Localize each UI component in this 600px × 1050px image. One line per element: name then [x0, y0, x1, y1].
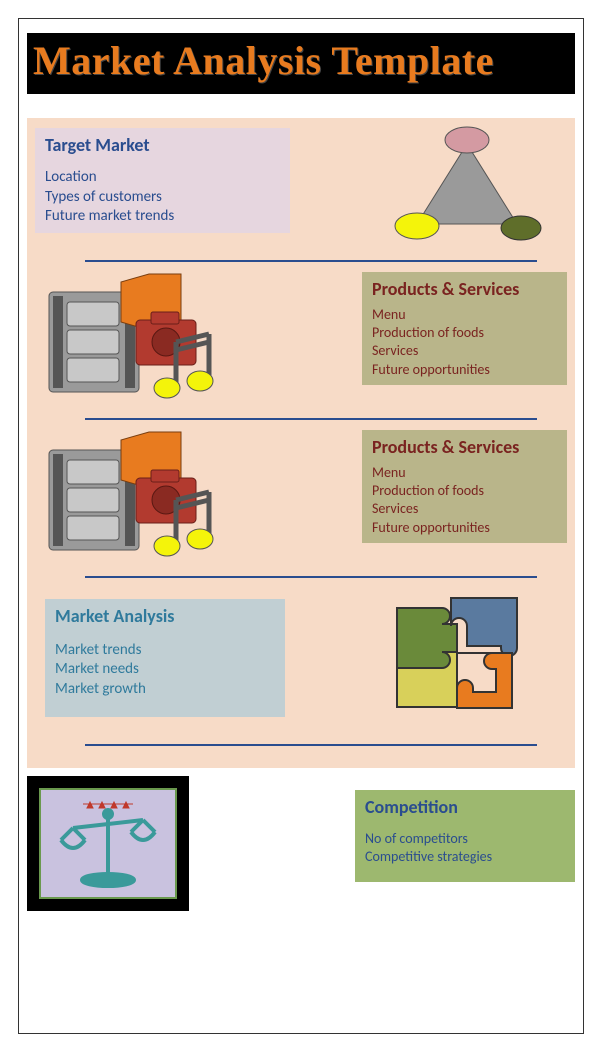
page-title: Market Analysis Template [33, 38, 494, 83]
analysis-title: Market Analysis [55, 605, 275, 627]
triangle-shapes-icon [387, 124, 547, 244]
target-item: Types of customers [45, 188, 280, 208]
separator [85, 576, 537, 578]
analysis-item: Market needs [55, 660, 275, 680]
products-title: Products & Services [372, 278, 557, 300]
row-competition: Competition No of competitors Competitiv… [27, 776, 575, 911]
target-title: Target Market [45, 134, 280, 156]
target-item: Location [45, 168, 280, 188]
content-area: Target Market Location Types of customer… [27, 118, 575, 768]
competition-item: No of competitors [365, 830, 565, 848]
products-item: Future opportunities [372, 361, 557, 379]
row-products-1: Products & Services Menu Production of f… [35, 272, 567, 402]
products-title: Products & Services [372, 436, 557, 458]
target-item: Future market trends [45, 207, 280, 227]
products-item: Services [372, 500, 557, 518]
media-clipart-icon [41, 430, 241, 560]
competition-box: Competition No of competitors Competitiv… [355, 790, 575, 882]
puzzle-icon [377, 588, 547, 728]
separator [85, 744, 537, 746]
header-bar: Market Analysis Template [27, 33, 575, 94]
competition-item: Competitive strategies [365, 848, 565, 866]
products-item: Production of foods [372, 324, 557, 342]
row-target: Target Market Location Types of customer… [35, 128, 567, 244]
products-item: Services [372, 342, 557, 360]
row-products-2: Products & Services Menu Production of f… [35, 430, 567, 560]
row-analysis: Market Analysis Market trends Market nee… [35, 588, 567, 728]
balance-scale-icon [53, 796, 163, 891]
products-item: Menu [372, 306, 557, 324]
products-item: Future opportunities [372, 519, 557, 537]
analysis-box: Market Analysis Market trends Market nee… [45, 599, 285, 718]
target-market-box: Target Market Location Types of customer… [35, 128, 290, 233]
products-box-2: Products & Services Menu Production of f… [362, 430, 567, 543]
media-clipart-icon [41, 272, 241, 402]
scale-frame [27, 776, 189, 911]
scale-inner [39, 788, 177, 899]
products-box-1: Products & Services Menu Production of f… [362, 272, 567, 385]
analysis-item: Market growth [55, 680, 275, 700]
separator [85, 260, 537, 262]
products-item: Menu [372, 464, 557, 482]
products-item: Production of foods [372, 482, 557, 500]
competition-title: Competition [365, 796, 565, 818]
analysis-item: Market trends [55, 641, 275, 661]
separator [85, 418, 537, 420]
